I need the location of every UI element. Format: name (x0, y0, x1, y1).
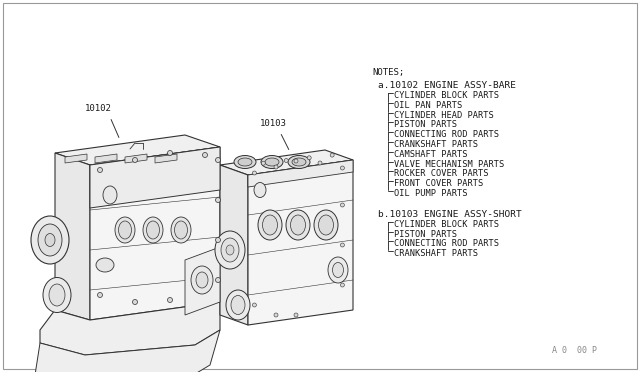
Ellipse shape (292, 158, 306, 166)
Text: CRANKSHAFT PARTS: CRANKSHAFT PARTS (394, 140, 478, 149)
Ellipse shape (258, 210, 282, 240)
Polygon shape (185, 247, 220, 315)
Ellipse shape (49, 284, 65, 306)
Polygon shape (155, 154, 177, 163)
Ellipse shape (226, 290, 250, 320)
Ellipse shape (261, 155, 283, 169)
Circle shape (294, 159, 298, 163)
Ellipse shape (319, 215, 333, 235)
Circle shape (307, 156, 311, 160)
Text: CYLINDER BLOCK PARTS: CYLINDER BLOCK PARTS (394, 220, 499, 229)
Ellipse shape (234, 155, 256, 169)
Circle shape (340, 166, 344, 170)
Circle shape (216, 278, 221, 282)
Polygon shape (220, 150, 353, 175)
Ellipse shape (115, 217, 135, 243)
Ellipse shape (262, 215, 278, 235)
Circle shape (330, 153, 334, 157)
Text: b.10103 ENGINE ASSY-SHORT: b.10103 ENGINE ASSY-SHORT (378, 210, 522, 219)
Text: VALVE MECHANISM PARTS: VALVE MECHANISM PARTS (394, 160, 504, 169)
Text: a.10102 ENGINE ASSY-BARE: a.10102 ENGINE ASSY-BARE (378, 81, 516, 90)
Polygon shape (65, 154, 87, 163)
Ellipse shape (314, 210, 338, 240)
Polygon shape (55, 153, 90, 320)
Text: CONNECTING ROD PARTS: CONNECTING ROD PARTS (394, 240, 499, 248)
Ellipse shape (231, 295, 245, 314)
Ellipse shape (226, 245, 234, 255)
Ellipse shape (45, 234, 55, 247)
Ellipse shape (171, 217, 191, 243)
Ellipse shape (221, 238, 239, 262)
Circle shape (274, 165, 278, 169)
Polygon shape (220, 165, 248, 325)
Circle shape (318, 161, 322, 165)
Polygon shape (90, 147, 220, 208)
Ellipse shape (215, 231, 245, 269)
Polygon shape (55, 135, 220, 165)
Ellipse shape (103, 186, 117, 204)
Text: CAMSHAFT PARTS: CAMSHAFT PARTS (394, 150, 467, 159)
Ellipse shape (96, 258, 114, 272)
Ellipse shape (328, 257, 348, 283)
Text: 10103: 10103 (260, 119, 287, 128)
Ellipse shape (238, 158, 252, 166)
Text: PISTON PARTS: PISTON PARTS (394, 121, 457, 129)
Polygon shape (95, 154, 117, 163)
Ellipse shape (38, 224, 62, 256)
Circle shape (261, 161, 266, 165)
Ellipse shape (333, 263, 344, 278)
Ellipse shape (31, 216, 69, 264)
Circle shape (274, 313, 278, 317)
Text: ROCKER COVER PARTS: ROCKER COVER PARTS (394, 169, 488, 179)
Circle shape (252, 303, 257, 307)
Circle shape (97, 292, 102, 298)
Circle shape (202, 153, 207, 157)
Ellipse shape (147, 221, 159, 239)
Ellipse shape (254, 183, 266, 198)
Circle shape (340, 243, 344, 247)
Circle shape (216, 157, 221, 163)
Text: OIL PUMP PARTS: OIL PUMP PARTS (394, 189, 467, 198)
Polygon shape (90, 147, 220, 320)
Text: A 0  00 P: A 0 00 P (552, 346, 598, 355)
Ellipse shape (288, 155, 310, 169)
Text: CONNECTING ROD PARTS: CONNECTING ROD PARTS (394, 130, 499, 139)
Circle shape (216, 237, 221, 243)
Circle shape (132, 157, 138, 163)
Text: OIL PAN PARTS: OIL PAN PARTS (394, 101, 462, 110)
Circle shape (97, 167, 102, 173)
Text: NOTES;: NOTES; (372, 68, 404, 77)
Ellipse shape (118, 221, 131, 239)
Ellipse shape (191, 266, 213, 294)
Circle shape (294, 313, 298, 317)
Circle shape (252, 171, 257, 175)
Text: PISTON PARTS: PISTON PARTS (394, 230, 457, 238)
Polygon shape (248, 160, 353, 187)
Ellipse shape (196, 272, 208, 288)
Polygon shape (248, 160, 353, 325)
Ellipse shape (143, 217, 163, 243)
Circle shape (216, 198, 221, 202)
Circle shape (168, 151, 173, 155)
Text: CYLINDER BLOCK PARTS: CYLINDER BLOCK PARTS (394, 91, 499, 100)
Ellipse shape (265, 158, 279, 166)
Circle shape (284, 158, 288, 163)
Ellipse shape (43, 278, 71, 312)
Circle shape (340, 203, 344, 207)
Ellipse shape (175, 221, 188, 239)
Text: FRONT COVER PARTS: FRONT COVER PARTS (394, 179, 483, 188)
Circle shape (340, 283, 344, 287)
Polygon shape (40, 302, 220, 355)
Polygon shape (35, 330, 220, 372)
Text: 10102: 10102 (85, 104, 112, 113)
Polygon shape (125, 154, 147, 163)
Circle shape (168, 298, 173, 302)
Circle shape (132, 299, 138, 305)
Text: CRANKSHAFT PARTS: CRANKSHAFT PARTS (394, 249, 478, 258)
Ellipse shape (286, 210, 310, 240)
Ellipse shape (291, 215, 305, 235)
Text: CYLINDER HEAD PARTS: CYLINDER HEAD PARTS (394, 110, 493, 120)
